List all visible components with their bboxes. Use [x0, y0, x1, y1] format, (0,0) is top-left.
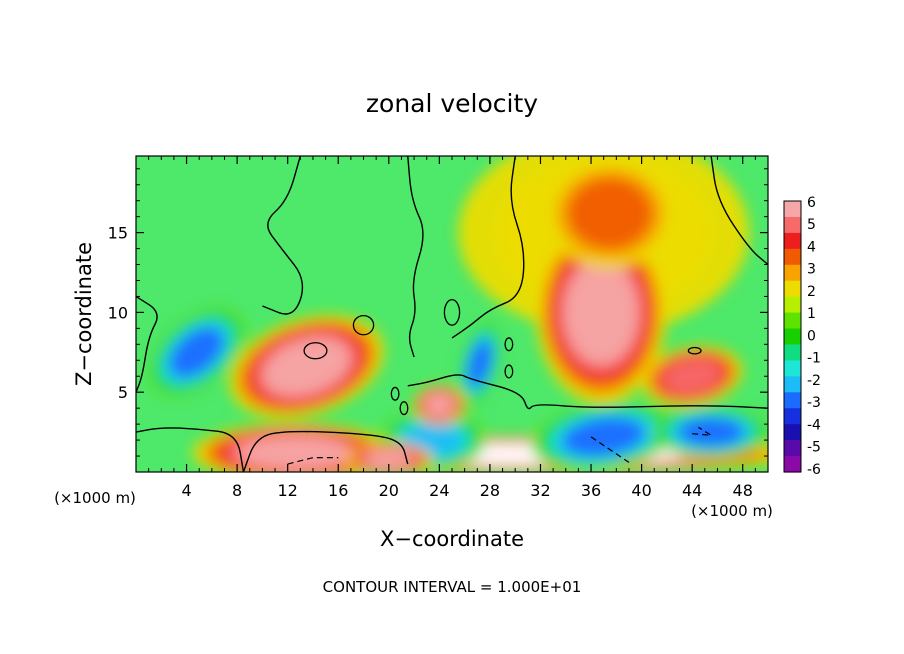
colorbar-swatch [784, 408, 801, 425]
contour-line [136, 295, 158, 393]
contour-loop [504, 364, 514, 379]
plot-area [135, 155, 769, 473]
colorbar-tick-label: 4 [807, 239, 816, 255]
contour-line [262, 156, 304, 315]
contour-loop [399, 401, 409, 416]
colorbar-tick-label: -5 [807, 440, 821, 456]
colorbar-tick-label: 0 [807, 328, 816, 344]
colorbar-swatch [784, 376, 801, 393]
colorbar-tick-label: 6 [807, 195, 816, 211]
velocity-region [149, 308, 245, 396]
x-tick-label: 40 [631, 481, 651, 500]
velocity-region [531, 402, 676, 472]
negative-contour [590, 436, 630, 463]
velocity-region [345, 442, 433, 472]
velocity-region [641, 346, 743, 407]
x-tick-label: 32 [530, 481, 550, 500]
contour-line [242, 430, 409, 472]
colorbar-tick-label: -1 [807, 351, 821, 367]
contour-line [407, 156, 424, 358]
colorbar-swatch [784, 248, 801, 266]
colorbar-frame [783, 200, 802, 473]
contour-interval-note: CONTOUR INTERVAL = 1.000E+01 [323, 578, 582, 596]
velocity-region [192, 423, 396, 472]
colorbar: 6 5 4 3 2 1 0 -1 -2 -3 -4 -5 -6 [783, 195, 821, 478]
zero-contours [136, 156, 768, 472]
x-tick-label: 12 [278, 481, 298, 500]
contour-loop [303, 342, 328, 360]
x-tick-label: 20 [379, 481, 399, 500]
colorbar-swatch [784, 456, 801, 473]
colorbar-tick-label: 2 [807, 284, 816, 300]
x-tick-label: 4 [181, 481, 191, 500]
colorbar-swatch [784, 424, 801, 441]
y-tick-label: 10 [108, 303, 128, 322]
contour-line [407, 374, 768, 410]
colorbar-tick-label: 1 [807, 306, 816, 322]
velocity-region [229, 314, 385, 419]
x-tick-label: 8 [232, 481, 242, 500]
colorbar-swatch [784, 280, 801, 298]
chart-title: zonal velocity [366, 89, 538, 118]
contour-loop [687, 346, 702, 355]
x-tick-label: 44 [682, 481, 702, 500]
velocity-field [136, 156, 768, 472]
contour-line [136, 427, 245, 472]
velocity-region [535, 220, 667, 405]
contour-loop [443, 298, 461, 326]
x-axis-unit-right: (×1000 m) [691, 502, 773, 520]
contour-loop [504, 337, 514, 352]
colorbar-tick-label: -2 [807, 373, 821, 389]
contour-line [451, 156, 525, 339]
contour-loop [390, 386, 400, 401]
colorbar-swatch [784, 344, 801, 362]
colorbar-swatch [784, 360, 801, 377]
colorbar-tick-label: -3 [807, 395, 821, 411]
x-tick-label: 48 [733, 481, 753, 500]
colorbar-swatch [784, 328, 801, 346]
colorbar-swatch [784, 312, 801, 330]
y-tick-label: 5 [118, 383, 128, 402]
x-axis-label: X−coordinate [380, 527, 524, 551]
velocity-region [544, 158, 676, 269]
contour-loop [352, 314, 375, 336]
x-axis-unit-left: (×1000 m) [54, 489, 136, 507]
contour-line [710, 156, 768, 266]
colorbar-tick-label: -6 [807, 462, 821, 478]
colorbar-tick-label: -4 [807, 417, 821, 433]
colorbar-swatch [784, 264, 801, 282]
x-tick-label: 36 [581, 481, 601, 500]
colorbar-tick-label: 5 [807, 217, 816, 233]
x-tick-label: 24 [429, 481, 449, 500]
colorbar-swatch [784, 201, 801, 218]
y-axis-label: Z−coordinate [72, 242, 96, 386]
colorbar-swatch [784, 392, 801, 409]
x-tick-label: 28 [480, 481, 500, 500]
colorbar-swatch [784, 216, 801, 234]
negative-contour [287, 457, 339, 465]
colorbar-tick-label: 3 [807, 262, 816, 278]
x-tick-label: 16 [328, 481, 348, 500]
colorbar-swatch [784, 232, 801, 250]
colorbar-swatch [784, 440, 801, 457]
velocity-region [652, 406, 768, 458]
colorbar-swatch [784, 296, 801, 314]
velocity-region [413, 384, 466, 426]
y-tick-label: 15 [108, 224, 128, 243]
